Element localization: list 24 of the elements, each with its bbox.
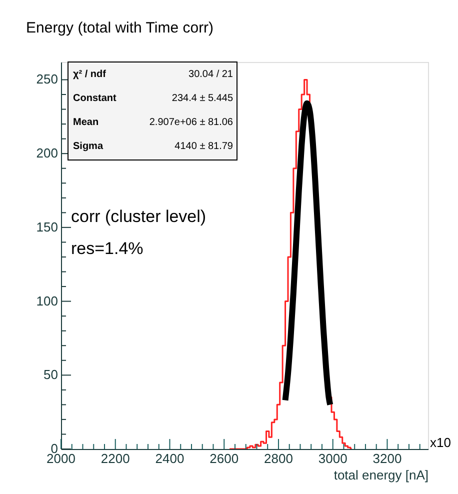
x-axis-title: total energy [nA]	[334, 468, 428, 482]
annotation: corr (cluster level)	[71, 207, 206, 226]
y-tick-label: 250	[36, 72, 58, 87]
x-tick-label: 2600	[210, 451, 239, 466]
x-tick-label: 3200	[372, 451, 402, 466]
annotation: 4140 ± 81.79	[174, 141, 234, 152]
y-tick-label: 100	[36, 293, 58, 308]
chart-title: Energy (total with Time corr)	[26, 20, 214, 36]
annotation: res=1.4%	[71, 239, 144, 258]
annotation: Mean	[73, 117, 99, 128]
annotation: 234.4 ± 5.445	[172, 93, 234, 104]
x-tick-label: 2200	[100, 451, 130, 466]
x-tick-label: 2800	[264, 451, 293, 466]
x-tick-label: 2400	[155, 451, 184, 466]
annotation: χ² / ndf	[73, 69, 107, 80]
text: x10	[430, 435, 451, 450]
x-tick-label: 3000	[318, 451, 348, 466]
y-tick-label: 50	[44, 367, 58, 382]
annotation: 2.907e+06 ± 81.06	[149, 117, 234, 128]
annotation: 30.04 / 21	[188, 69, 234, 80]
y-tick-label: 150	[36, 219, 58, 234]
annotation: Constant	[73, 93, 117, 104]
y-tick-label: 200	[36, 146, 58, 161]
annotation: Sigma	[73, 141, 104, 152]
